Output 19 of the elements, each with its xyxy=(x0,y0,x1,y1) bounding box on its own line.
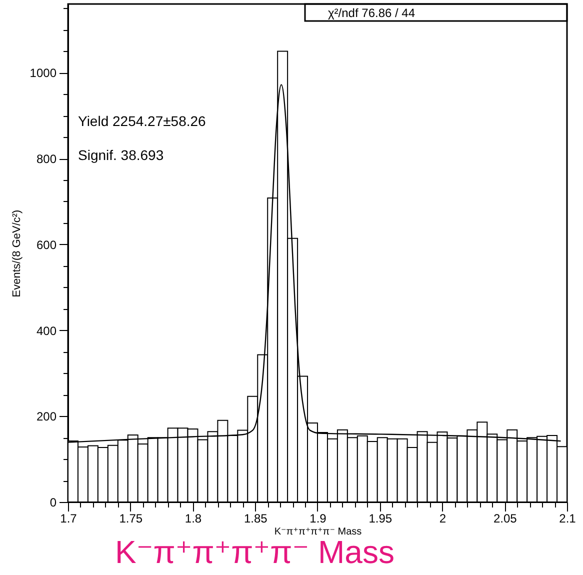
annotation: χ²/ndf 76.86 / 44 xyxy=(328,6,416,20)
annotation: Yield 2254.27±58.26 xyxy=(78,113,206,129)
x-tick-label: 1.9 xyxy=(310,512,327,526)
y-tick-label: 1000 xyxy=(30,66,57,80)
x-tick-label: 2.05 xyxy=(493,512,518,526)
x-tick-label: 2 xyxy=(439,512,446,526)
annotation: Signif. 38.693 xyxy=(78,147,164,163)
x-tick-label: 2.1 xyxy=(559,512,576,526)
y-tick-label: 600 xyxy=(36,238,57,252)
x-tick-label: 1.8 xyxy=(184,512,202,526)
x-tick-label: 1.75 xyxy=(119,512,143,526)
y-tick-label: 200 xyxy=(36,410,57,424)
y-axis-title: Events/(8 GeV/c²) xyxy=(10,210,23,298)
x-tick-label: 1.95 xyxy=(368,512,392,526)
x-tick-label: 1.7 xyxy=(60,512,78,526)
y-tick-label: 800 xyxy=(36,152,57,166)
y-tick-label: 0 xyxy=(50,496,57,510)
x-tick-label: 1.85 xyxy=(244,512,268,526)
y-tick-label: 400 xyxy=(36,324,57,338)
